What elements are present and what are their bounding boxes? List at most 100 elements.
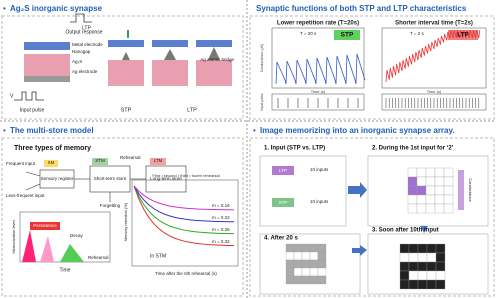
shape — [271, 27, 365, 89]
less-label: Less-frequent input — [6, 193, 45, 198]
shape — [131, 179, 239, 267]
stp-label: STP — [341, 32, 354, 39]
pixel — [399, 243, 410, 254]
pixel — [301, 267, 311, 277]
shape — [249, 137, 495, 297]
curve — [275, 53, 366, 85]
pixel — [443, 203, 454, 214]
pixel — [443, 176, 454, 187]
right-label: Shorter interval time (T=2s) — [395, 21, 473, 27]
pixel — [416, 167, 427, 178]
shape — [145, 165, 187, 193]
curve — [385, 29, 481, 83]
forgetting-label: Forgetting — [100, 203, 121, 208]
pixel — [425, 194, 436, 205]
sm-label: SM — [48, 160, 55, 165]
pixel — [426, 252, 437, 263]
shape — [458, 170, 464, 210]
ag-label: Ag electrode — [72, 69, 98, 74]
m1-label: m = 0.16 — [212, 203, 230, 208]
time-label: Time — [60, 267, 71, 273]
pixel — [301, 251, 311, 261]
curve — [133, 185, 235, 223]
pixel — [417, 270, 428, 281]
pixel — [301, 259, 311, 269]
pixel — [417, 252, 428, 263]
shape — [30, 222, 60, 230]
bullet: • — [3, 126, 6, 135]
pixel — [426, 270, 437, 281]
shape — [108, 60, 232, 86]
pixel — [426, 243, 437, 254]
pulse-label: Input pulse — [260, 93, 264, 110]
shape — [92, 158, 108, 165]
pixel — [425, 167, 436, 178]
shape — [152, 60, 188, 86]
shape — [44, 160, 58, 167]
step2-label: 2. During the 1st input for ‘2’ — [372, 146, 454, 152]
pixel — [425, 176, 436, 187]
pixel — [407, 167, 418, 178]
pixel — [309, 259, 319, 269]
bullet: • — [3, 4, 6, 13]
conductance-label: Conductance (μS) — [260, 44, 264, 72]
pixel — [407, 194, 418, 205]
pixel — [434, 176, 445, 187]
ylabel-label: Memory retention (%) — [123, 202, 128, 241]
pixel — [416, 194, 427, 205]
metal-label: Metal electrode — [72, 42, 103, 47]
pixel — [293, 275, 303, 285]
pixel — [317, 259, 327, 269]
pixel — [408, 252, 419, 263]
pixel — [425, 203, 436, 214]
long-label: Long-term store — [150, 176, 182, 181]
title-label: The multi-store model — [10, 126, 94, 135]
pixel — [285, 275, 295, 285]
shape — [352, 245, 367, 256]
ag2s-label: Ag₂S — [72, 59, 82, 64]
pixel — [399, 279, 410, 290]
pixel — [435, 279, 446, 290]
shape — [381, 27, 487, 89]
shape — [1, 15, 244, 120]
shape — [60, 244, 84, 262]
pixel — [408, 279, 419, 290]
pixel — [293, 267, 303, 277]
title-label: Ag₂S inorganic synapse — [10, 4, 103, 13]
bullet: • — [253, 126, 256, 135]
curve — [133, 185, 235, 235]
pixel — [317, 243, 327, 253]
nanogap-label: Nanogap — [72, 49, 91, 54]
pixel — [309, 275, 319, 285]
shape — [40, 236, 54, 262]
shape — [272, 198, 294, 207]
shape — [420, 226, 428, 233]
pixel — [407, 185, 418, 196]
pixel — [434, 203, 445, 214]
pixel — [407, 176, 418, 187]
curve — [133, 185, 235, 211]
pixel — [434, 185, 445, 196]
inputs-label: 10 inputs — [310, 199, 329, 204]
sensory-label: Sensory register — [41, 176, 74, 181]
m3-label: m = 0.26 — [212, 227, 230, 232]
shape — [272, 166, 294, 175]
shape — [70, 13, 92, 23]
pixel — [417, 243, 428, 254]
shape — [208, 47, 220, 60]
subtitle-label: Three types of memory — [14, 145, 91, 152]
pixel — [301, 243, 311, 253]
pixel — [425, 185, 436, 196]
shape — [164, 49, 176, 60]
shape — [89, 165, 131, 193]
decay-label: Decay — [70, 233, 84, 238]
output-label: Output response — [66, 29, 103, 35]
pixel — [293, 259, 303, 269]
pixel — [435, 252, 446, 263]
shape — [1, 137, 244, 297]
pixel — [293, 243, 303, 253]
pixel — [435, 243, 446, 254]
pixel — [407, 203, 418, 214]
